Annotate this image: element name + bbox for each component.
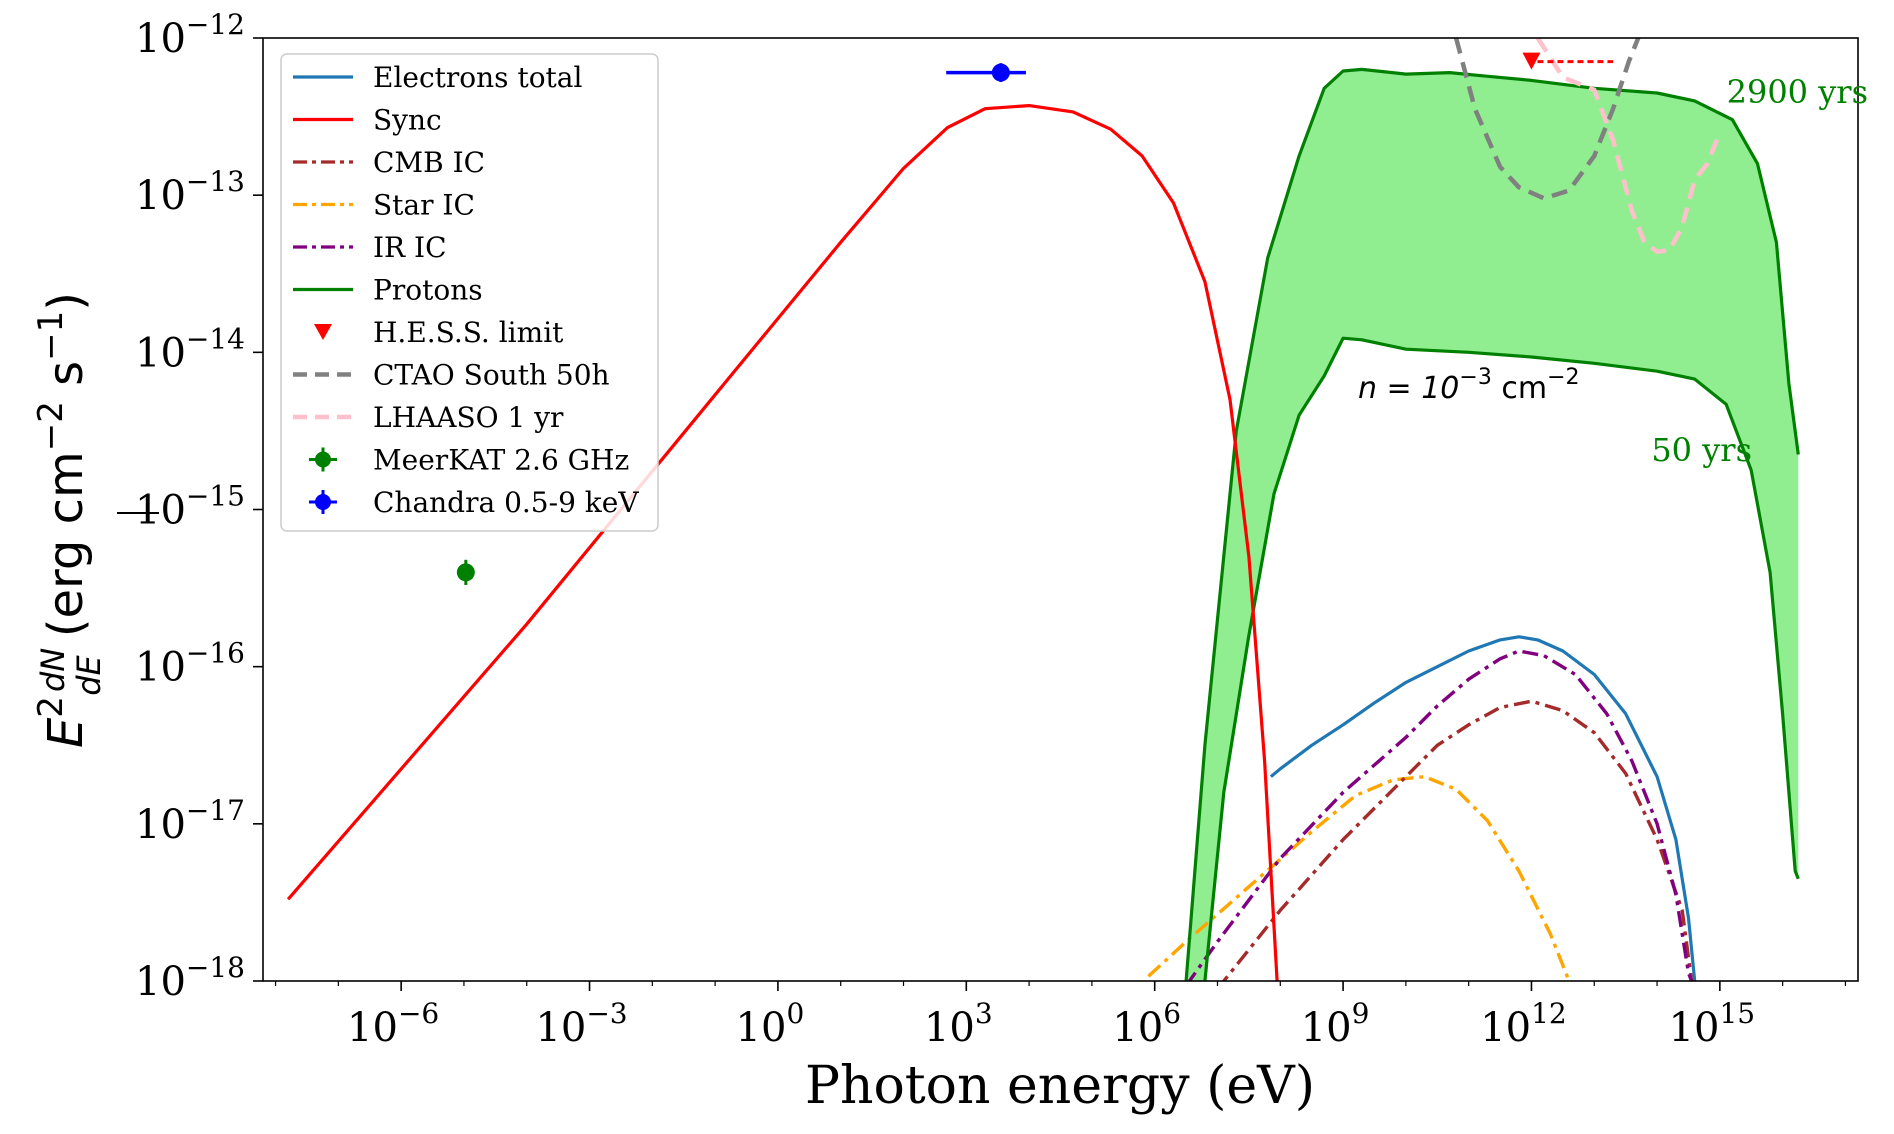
density-prefix: n = 10 xyxy=(1358,371,1459,406)
legend-label: Electrons total xyxy=(373,61,582,94)
y-tick-label: 10−14 xyxy=(135,322,245,376)
x-tick-label: 10−6 xyxy=(347,997,439,1051)
legend-label: H.E.S.S. limit xyxy=(373,316,564,349)
density-label: n = 10−3 cm−2 xyxy=(1358,365,1580,406)
meerkat-point xyxy=(456,563,475,582)
y-tick-label: 10−13 xyxy=(135,165,245,219)
legend-swatch-point xyxy=(315,451,331,468)
x-axis-ticks: 10−6 10−3 100 103 106 109 1012 1015 xyxy=(274,981,1847,1051)
x-tick-label: 10−3 xyxy=(535,997,627,1051)
legend-label: IR IC xyxy=(373,231,447,264)
y-tick-label: 10−18 xyxy=(135,951,245,1005)
legend-items: Electrons total Sync CMB IC Star IC IR IC Pro… xyxy=(293,61,639,519)
legend-label: Star IC xyxy=(373,189,475,222)
series-ctao xyxy=(1453,38,1641,201)
y-axis-label: E2 dNdE (erg cm−2 s−1) xyxy=(31,292,108,748)
y-tick-label: 10−16 xyxy=(135,637,245,691)
density-exp2: −2 xyxy=(1547,365,1579,390)
series-sync xyxy=(286,104,1279,981)
legend: Electrons total Sync CMB IC Star IC IR IC Pro… xyxy=(280,53,659,532)
y-tick-label: 10−12 xyxy=(135,8,245,62)
protons-band xyxy=(1186,69,1799,981)
ylabel-s: s xyxy=(38,361,94,401)
series-star-ic xyxy=(1147,775,1571,981)
ylabel-unit: (erg cm xyxy=(38,451,94,637)
x-tick-label: 103 xyxy=(924,997,993,1051)
x-axis-label: Photon energy (eV) xyxy=(805,1056,1315,1116)
legend-box xyxy=(280,53,659,532)
legend-label: LHAASO 1 yr xyxy=(373,401,564,434)
x-tick-label: 1015 xyxy=(1669,997,1756,1051)
legend-label: MeerKAT 2.6 GHz xyxy=(373,444,629,477)
series-electrons-total xyxy=(1269,635,1697,981)
legend-label: Protons xyxy=(373,274,483,307)
hess-limit-marker xyxy=(1522,52,1541,70)
y-tick-label: 10−15 xyxy=(135,480,245,534)
x-tick-label: 106 xyxy=(1112,997,1181,1051)
y-tick-label: 10−17 xyxy=(135,794,245,848)
ylabel-sup2: 2 xyxy=(31,696,71,718)
y-axis-ticks: 10−12 10−13 10−14 10−15 10−16 10−17 10−18 xyxy=(135,8,263,1005)
legend-swatch-triangle xyxy=(314,324,332,340)
age-low-label: 50 yrs xyxy=(1651,431,1752,469)
ylabel-e: E xyxy=(38,717,94,748)
density-exp: −3 xyxy=(1459,365,1491,390)
series-cmb-ic xyxy=(1221,699,1694,981)
legend-label: Chandra 0.5-9 keV xyxy=(373,486,639,519)
chandra-point xyxy=(991,63,1010,82)
age-high-label: 2900 yrs xyxy=(1727,73,1868,111)
plot-series xyxy=(286,38,1800,981)
ylabel-num: dN xyxy=(34,648,72,692)
density-suffix: cm xyxy=(1492,371,1547,406)
series-protons-lower xyxy=(1203,336,1800,981)
legend-label: CMB IC xyxy=(373,146,485,179)
plot-area xyxy=(286,38,1800,981)
ylabel-exp1: −2 xyxy=(31,401,71,451)
legend-label: Sync xyxy=(373,104,442,137)
ylabel-den: dE xyxy=(70,654,108,695)
legend-swatch-point xyxy=(315,494,331,510)
ylabel-close: ) xyxy=(38,292,94,311)
ylabel-exp2: −1 xyxy=(31,311,71,361)
legend-label: CTAO South 50h xyxy=(373,359,610,392)
x-tick-label: 100 xyxy=(736,997,805,1051)
x-tick-label: 109 xyxy=(1301,997,1370,1051)
x-tick-label: 1012 xyxy=(1480,997,1567,1051)
